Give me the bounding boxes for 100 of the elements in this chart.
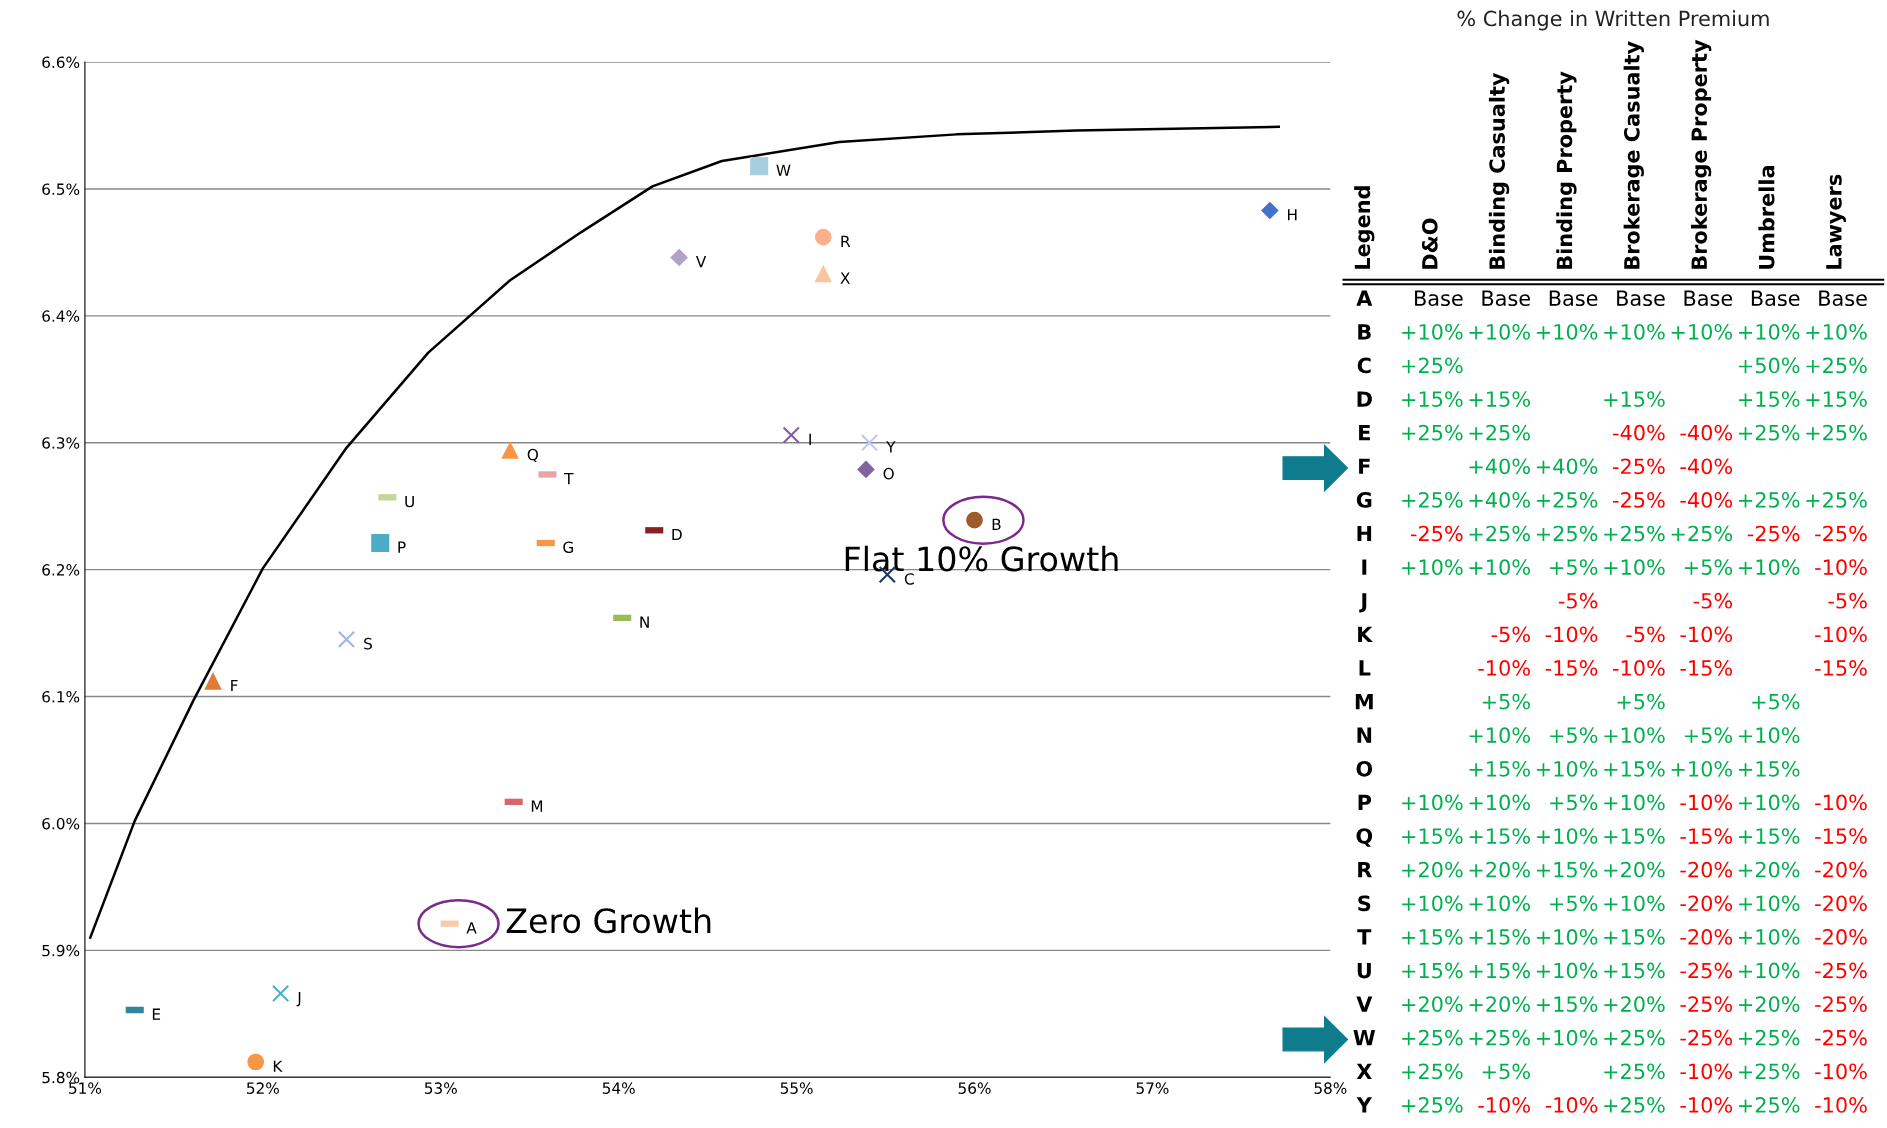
series-label: E [152,1008,161,1020]
text: Legend [1354,186,1375,269]
text: +5% [1550,895,1598,912]
text: +25% [1604,1029,1665,1046]
point [750,157,769,176]
text: +10% [1739,895,1800,912]
text: +10% [1739,727,1800,744]
text: +10% [1604,727,1665,744]
series-label: F [231,679,238,692]
text: +10% [1536,962,1598,979]
text: -10% [1680,1097,1733,1113]
text: -20% [1815,895,1867,912]
text: +25% [1402,1029,1463,1046]
text: +10% [1402,895,1463,912]
text: +5% [1752,693,1800,710]
category-label: F [1359,458,1370,474]
text: -25% [1680,962,1733,979]
x-tick-label: 56% [958,1082,991,1094]
text: +10% [1402,559,1463,576]
series-label: W [776,164,791,176]
series-label: R [841,235,851,247]
text: +40% [1469,492,1530,508]
text: +5% [1684,727,1733,744]
series-label: H [1288,209,1297,221]
category-label: L [1359,660,1371,676]
text: -40% [1680,424,1733,441]
text: +10% [1739,962,1800,979]
x-tick-label: 57% [1136,1082,1169,1094]
text: +10% [1402,794,1463,811]
text: +15% [1739,391,1800,407]
text: -10% [1680,794,1733,811]
x-tick-label: 58% [1314,1082,1347,1094]
series-label: M [531,800,543,812]
text: -25% [1680,1029,1733,1046]
text: -10% [1478,1097,1530,1113]
text: +15% [1806,391,1867,407]
text: +25% [1806,492,1867,508]
text: -40% [1680,492,1733,508]
text: +15% [1402,929,1463,945]
text: -20% [1680,861,1733,878]
text: +25% [1806,357,1867,374]
text: +20% [1469,861,1530,878]
category-label: P [1358,794,1372,811]
text: +10% [1536,1029,1598,1046]
series-label: T [564,473,574,485]
point [247,1053,265,1071]
text: +15% [1469,760,1530,777]
x-tick-label: 51% [69,1082,102,1094]
series-label: B [992,518,1001,530]
line-series [89,125,1280,939]
text: -5% [1558,592,1598,609]
text: +25% [1604,1097,1665,1113]
text: +20% [1402,996,1463,1012]
text: -10% [1815,559,1867,576]
category-label: Y [1356,1097,1373,1113]
point [966,511,983,529]
category-label: A [1356,290,1373,306]
text: -5% [1491,626,1530,643]
category-label: D [1357,391,1372,407]
series-label: J [296,992,301,1007]
text: +50% [1739,357,1800,374]
text: Base [1617,290,1665,307]
text: +20% [1739,996,1800,1012]
text: +10% [1604,323,1665,340]
text: +25% [1536,492,1598,508]
series-label: V [695,256,707,268]
x-tick-label: 52% [247,1082,279,1094]
text: -20% [1815,929,1867,945]
text: +15% [1402,962,1463,979]
text: +10% [1469,794,1530,811]
category-label: I [1362,559,1367,575]
text: -25% [1747,525,1800,542]
text: +10% [1536,323,1598,340]
text: +10% [1536,760,1598,777]
text: +10% [1469,727,1530,744]
category-label: T [1357,929,1372,945]
text: +40% [1469,458,1530,475]
text: -25% [1613,458,1665,475]
text: -10% [1815,1063,1867,1080]
text: +25% [1469,1029,1530,1046]
text: -20% [1680,929,1733,945]
text: Base [1819,290,1867,307]
series-label: G [563,541,573,553]
text: +15% [1604,391,1665,407]
text: +15% [1469,391,1530,407]
text: -40% [1613,424,1665,441]
text: -15% [1680,660,1733,676]
text: +25% [1402,357,1463,374]
category-label: O [1356,760,1373,777]
series-label: A [466,922,477,934]
category-label: M [1355,693,1373,710]
category-label: H [1357,525,1372,542]
text: -10% [1680,1063,1733,1080]
series-label: U [405,495,414,508]
series-label: D [672,528,682,541]
category-label: E [1359,425,1370,441]
text: +5% [1482,1063,1530,1080]
text: +25% [1739,424,1800,441]
text: -15% [1815,828,1867,844]
text: -25% [1410,525,1463,542]
